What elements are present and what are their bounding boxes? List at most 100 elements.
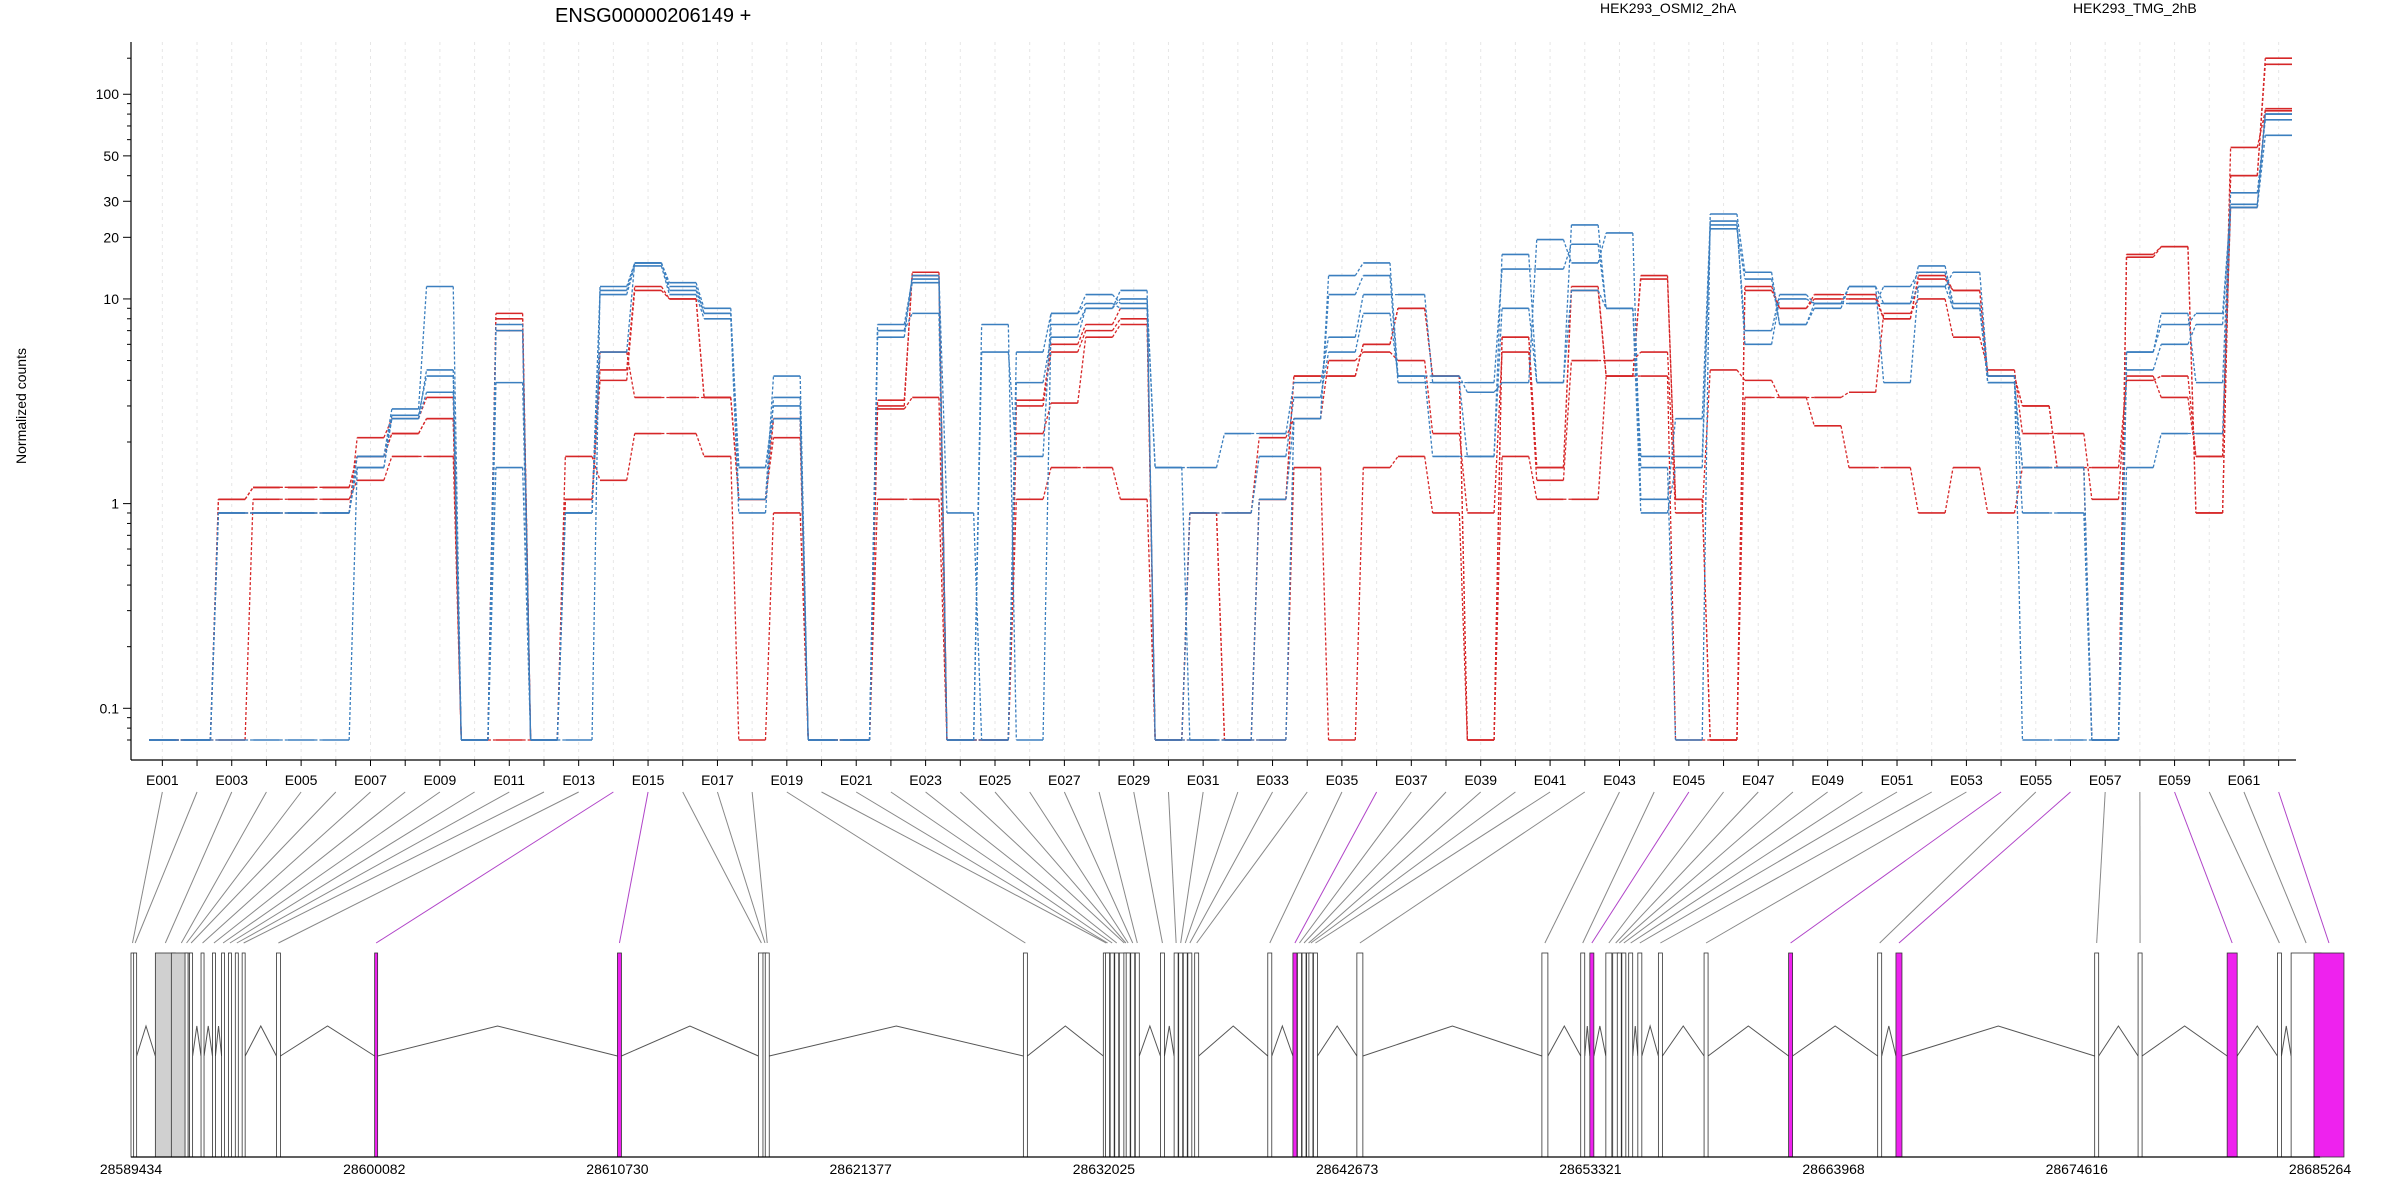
series-connector	[660, 286, 670, 300]
series-connector	[1285, 376, 1295, 500]
series-connector	[1666, 279, 1677, 500]
series-connector	[903, 397, 913, 410]
series-connector	[1181, 512, 1191, 741]
exon-box	[1022, 952, 1028, 1158]
exon-box-highlighted	[2313, 952, 2345, 1158]
exon-connector	[1180, 791, 1204, 944]
series-connector	[2083, 467, 2093, 741]
exon-box	[1541, 952, 1549, 1158]
series-connector	[1077, 330, 1087, 353]
series-connector	[1493, 352, 1503, 514]
gene-model	[130, 952, 2345, 1158]
series-connector	[1909, 271, 1919, 287]
series-connector	[938, 275, 948, 514]
exon-connector	[1167, 791, 1177, 944]
exon-connector	[959, 791, 1125, 944]
series-connector	[1389, 275, 1399, 383]
exon-box	[1628, 952, 1634, 1158]
exon-connector	[994, 791, 1127, 944]
exon-box	[2137, 952, 2143, 1158]
series-connector	[1285, 382, 1295, 434]
exon-box-highlighted	[1788, 952, 1793, 1158]
series-connector	[417, 375, 428, 416]
exon-connector	[1660, 791, 1932, 944]
exon-connector	[890, 791, 1113, 944]
series-connector	[1597, 224, 1607, 309]
series-connector	[1077, 337, 1087, 404]
exon-box-highlighted	[374, 952, 379, 1158]
series-connector	[1632, 232, 1642, 500]
series-connector	[1944, 265, 1954, 304]
series-connector	[2152, 246, 2162, 258]
exon-box	[1109, 952, 1115, 1158]
series-connector	[1354, 313, 1364, 353]
x-tick-label: E055	[2019, 772, 2052, 788]
series-connector	[348, 467, 358, 741]
series-connector	[1736, 397, 1746, 741]
series-connector	[2152, 375, 2162, 398]
x-tick-label: E051	[1881, 772, 1914, 788]
series-connector	[1042, 313, 1052, 353]
chart-title: ENSG00000206149 +	[555, 5, 751, 27]
series-connector	[695, 294, 705, 319]
series-connector	[1111, 318, 1121, 332]
exon-box	[764, 952, 770, 1158]
x-tick-label: E047	[1742, 772, 1775, 788]
series-connector	[1805, 308, 1815, 325]
series-connector	[1389, 313, 1399, 377]
exon-box	[1580, 952, 1586, 1158]
series-connector	[1597, 232, 1607, 264]
exon-connector	[1705, 791, 1967, 944]
series-connector	[730, 318, 740, 514]
intron-line	[136, 1024, 156, 1057]
series-connector	[452, 369, 462, 741]
series-connector	[799, 512, 809, 741]
series-connector	[383, 456, 393, 481]
exon-box	[1130, 952, 1136, 1158]
series-connector	[383, 418, 393, 457]
series-connector	[1771, 380, 1781, 398]
exon-connector	[2174, 791, 2233, 944]
exon-connector	[821, 791, 1107, 944]
series-connector	[2221, 207, 2232, 314]
series-connector	[417, 418, 428, 434]
y-axis-label: Normalized counts	[13, 348, 29, 464]
exon-connector	[202, 791, 371, 944]
series-connector	[1250, 456, 1260, 514]
x-tick-label: E003	[215, 772, 248, 788]
series-connector	[1389, 456, 1399, 468]
series-connector	[1562, 239, 1573, 264]
x-tick-label: E027	[1048, 772, 1081, 788]
exon-connector	[1879, 791, 2037, 944]
series-connector	[2013, 376, 2024, 741]
series-connector	[1701, 228, 1711, 457]
exon-box	[1182, 952, 1188, 1158]
series-connector	[1077, 308, 1087, 338]
gene-axis-tick-label: 28589434	[100, 1161, 163, 1177]
exon-connector	[1196, 791, 1308, 944]
series-connector	[1042, 313, 1052, 457]
exon-connector	[375, 791, 614, 944]
series-connector	[2187, 246, 2197, 513]
exon-connector	[1623, 791, 1828, 944]
series-connector	[1458, 375, 1468, 393]
x-tick-label: E021	[840, 772, 873, 788]
y-tick-label: 20	[103, 229, 119, 245]
plot-axes: 0.1 1 10 20 30 50 100 E001 E003 E005 E007 E009 E011 E…	[96, 42, 2296, 788]
exon-connector	[2208, 791, 2280, 944]
exon-connector	[213, 791, 406, 944]
series-connector	[1458, 433, 1469, 514]
intron-line	[1198, 1025, 1269, 1057]
exon-box-highlighted	[1895, 952, 1903, 1158]
exon-box	[1194, 952, 1200, 1158]
exon-connector	[1299, 791, 1412, 944]
series-connector	[1736, 224, 1746, 331]
x-tick-label: E019	[770, 772, 803, 788]
x-tick-label: E031	[1187, 772, 1220, 788]
series-connector	[1528, 352, 1538, 481]
exon-connector	[1315, 791, 1551, 944]
intron-line	[1632, 1025, 1639, 1057]
exon-box	[1308, 952, 1314, 1158]
intron-line	[1027, 1025, 1104, 1057]
series-connector	[1597, 290, 1607, 309]
